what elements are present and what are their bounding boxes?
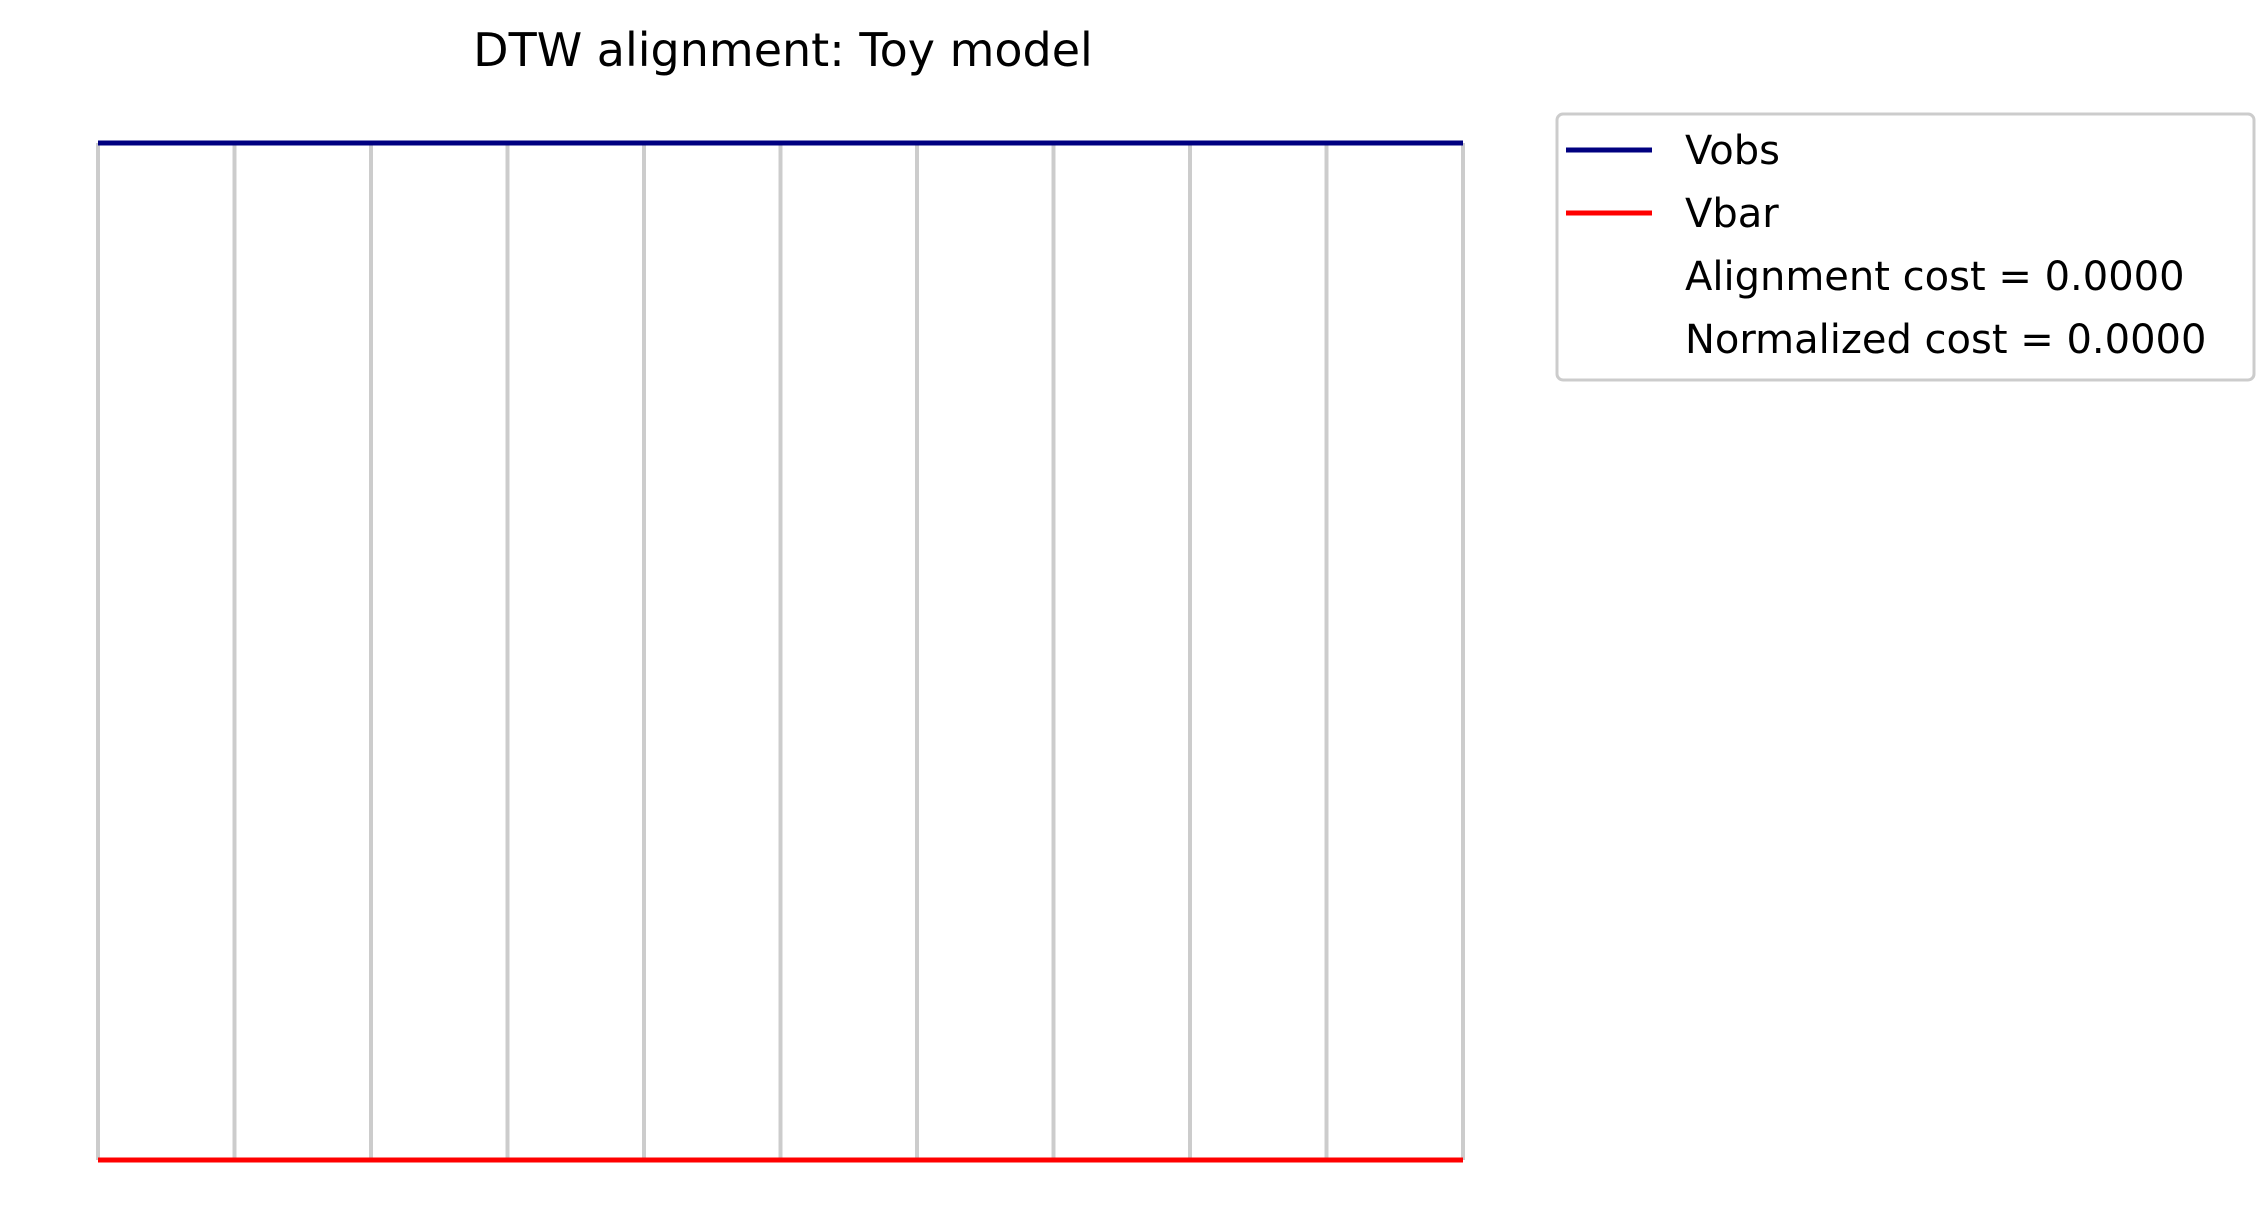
legend-label-0: Vobs (1685, 128, 1780, 174)
legend-frame (1555, 112, 2256, 382)
chart-title: DTW alignment: Toy model (473, 23, 1093, 77)
alignment-links (96, 143, 1465, 1160)
legend-label-3: Normalized cost = 0.0000 (1685, 317, 2206, 363)
legend-label-2: Alignment cost = 0.0000 (1685, 254, 2185, 300)
legend-label-1: Vbar (1685, 191, 1779, 237)
legend: Vobs Vbar Alignment cost = 0.0000 Normalize… (1555, 112, 2256, 382)
series-lines (98, 140, 1463, 1163)
